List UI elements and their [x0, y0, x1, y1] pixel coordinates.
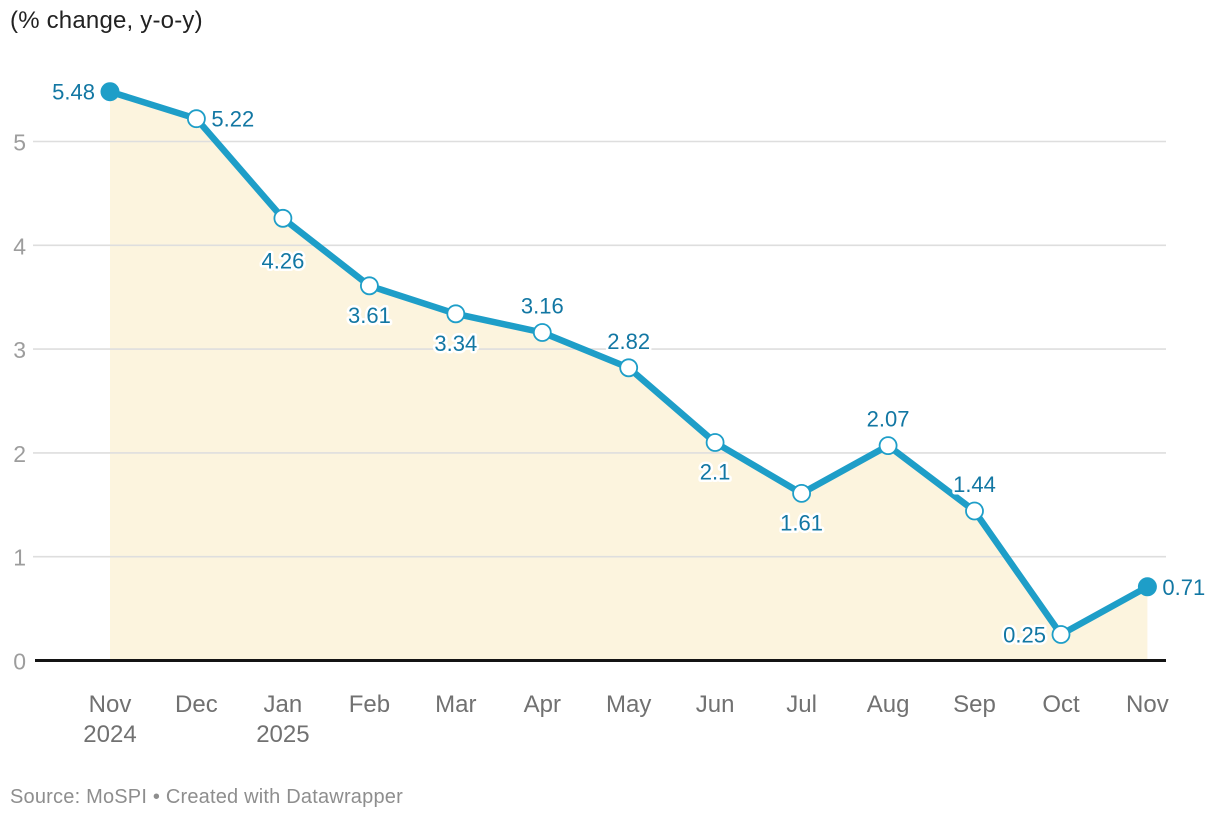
data-point — [1051, 625, 1071, 644]
y-tick-label: 1 — [13, 545, 26, 571]
x-tick-label: Aug — [867, 691, 910, 718]
x-tick-label: Mar — [435, 691, 476, 718]
line-chart-svg: 5.48 5.22 4.26 3.61 3.34 3.16 2.82 2.1 1.61 2.07 1… — [13, 79, 1206, 748]
x-tick-label: Feb — [349, 691, 390, 718]
data-point — [619, 358, 639, 378]
value-label: 3.34 — [434, 331, 477, 356]
source-note: Source: MoSPI • Created with Datawrapper — [10, 786, 403, 808]
value-label: 0.71 — [1162, 575, 1205, 600]
value-label: 5.22 — [211, 107, 254, 132]
x-tick-label: May — [606, 691, 651, 718]
data-point — [965, 501, 984, 521]
x-tick-year-label: 2025 — [256, 721, 309, 748]
value-label: 5.48 — [52, 80, 95, 105]
data-point-endpoint — [1137, 577, 1157, 597]
x-tick-label: Jul — [786, 691, 817, 718]
value-label: 1.61 — [780, 510, 823, 535]
x-tick-label: Dec — [175, 691, 218, 718]
data-point — [705, 433, 725, 452]
value-label: 2.1 — [700, 460, 731, 485]
value-label: 4.26 — [261, 248, 304, 273]
y-tick-label: 0 — [13, 649, 26, 675]
y-tick-label: 2 — [13, 441, 26, 467]
data-point — [446, 304, 466, 324]
value-label: 2.07 — [867, 407, 910, 432]
x-tick-label: Jan — [264, 691, 303, 718]
value-label: 3.61 — [348, 303, 391, 328]
value-label: 1.44 — [953, 472, 996, 497]
x-tick-label: Jun — [696, 691, 735, 718]
data-point-endpoint — [100, 82, 120, 102]
data-point — [273, 208, 293, 228]
x-tick-label: Oct — [1042, 691, 1080, 718]
x-tick-label: Nov — [1126, 691, 1169, 718]
y-tick-label: 4 — [13, 233, 26, 259]
y-tick-label: 3 — [13, 337, 26, 363]
data-point — [878, 436, 898, 456]
value-label: 2.82 — [607, 329, 650, 354]
x-tick-year-label: 2024 — [83, 721, 136, 748]
value-label: 0.25 — [1003, 623, 1046, 648]
x-tick-label: Apr — [524, 691, 561, 718]
x-tick-label: Sep — [953, 691, 996, 718]
chart-title: (% change, y-o-y) — [10, 7, 203, 34]
data-point — [359, 276, 379, 296]
line-chart-canvas: 5.48 5.22 4.26 3.61 3.34 3.16 2.82 2.1 1.61 2.07 1… — [13, 79, 1206, 748]
y-tick-label: 5 — [13, 130, 26, 156]
data-point — [792, 483, 811, 503]
value-label: 3.16 — [521, 294, 564, 319]
x-tick-label: Nov — [89, 691, 132, 718]
data-point — [186, 109, 206, 129]
data-point — [532, 323, 552, 342]
